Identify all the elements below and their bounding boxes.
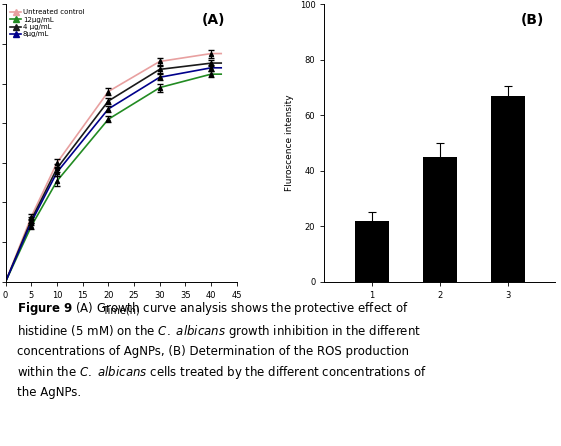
X-axis label: Time(h): Time(h)	[102, 305, 140, 315]
Bar	[423, 157, 457, 281]
Bar	[355, 221, 389, 281]
Bar	[491, 96, 525, 281]
Y-axis label: Fluroscence intensity: Fluroscence intensity	[285, 95, 294, 191]
Text: (A): (A)	[201, 13, 225, 27]
Text: $\bf{Figure\ 9}$ (A) Growth curve analysis shows the protective effect of
histid: $\bf{Figure\ 9}$ (A) Growth curve analys…	[17, 300, 426, 399]
Text: (B): (B)	[521, 13, 544, 27]
Legend: Untreated control, 12μg/mL, 4 μg/mL, 8μg/mL: Untreated control, 12μg/mL, 4 μg/mL, 8μg…	[9, 8, 86, 39]
